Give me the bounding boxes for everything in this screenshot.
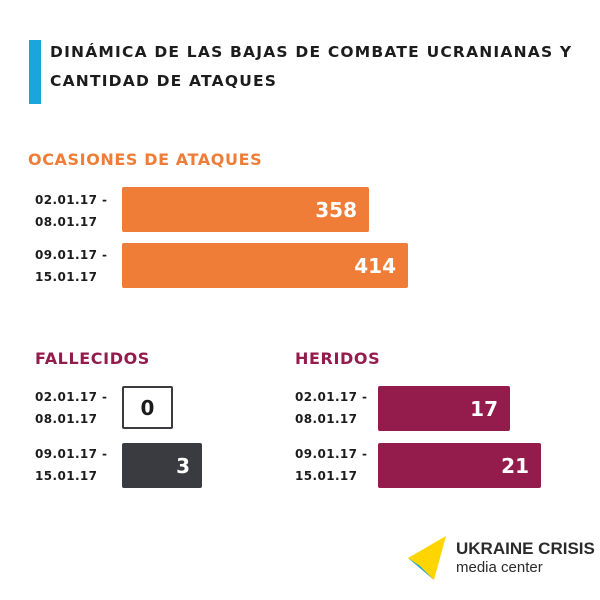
wounded-bar-1: 17	[378, 386, 510, 431]
killed-bar-1: 0	[122, 386, 173, 429]
killed-heading: FALLECIDOS	[35, 349, 150, 368]
ukraine-crisis-logo-icon	[408, 536, 446, 580]
killed-bar-2: 3	[122, 443, 202, 488]
killed-bar-1-value: 0	[140, 395, 155, 420]
attacks-bar-1-value: 358	[315, 197, 357, 222]
wounded-bar-2-value: 21	[501, 453, 529, 478]
wounded-bar-1-value: 17	[470, 396, 498, 421]
attacks-heading: OCASIONES DE ATAQUES	[28, 150, 263, 169]
killed-row-label-2: 09.01.17 - 15.01.17	[35, 447, 108, 483]
attacks-bar-2-value: 414	[354, 253, 396, 278]
attacks-row-label-1: 02.01.17 - 08.01.17	[35, 193, 108, 229]
wounded-row-label-2: 09.01.17 - 15.01.17	[295, 447, 368, 483]
logo-text-line1: UKRAINE CRISIS	[456, 539, 595, 558]
wounded-bar-2: 21	[378, 443, 541, 488]
chart-title: DINÁMICA DE LAS BAJAS DE COMBATE UCRANIA…	[50, 43, 573, 90]
logo-text-line2: media center	[456, 559, 543, 576]
attacks-row-label-2: 09.01.17 - 15.01.17	[35, 248, 108, 284]
wounded-heading: HERIDOS	[295, 349, 381, 368]
killed-bar-2-value: 3	[176, 453, 190, 478]
title-accent-bar	[29, 40, 41, 104]
killed-row-label-1: 02.01.17 - 08.01.17	[35, 390, 108, 426]
wounded-row-label-1: 02.01.17 - 08.01.17	[295, 390, 368, 426]
attacks-bar-2: 414	[122, 243, 408, 288]
attacks-bar-1: 358	[122, 187, 369, 232]
